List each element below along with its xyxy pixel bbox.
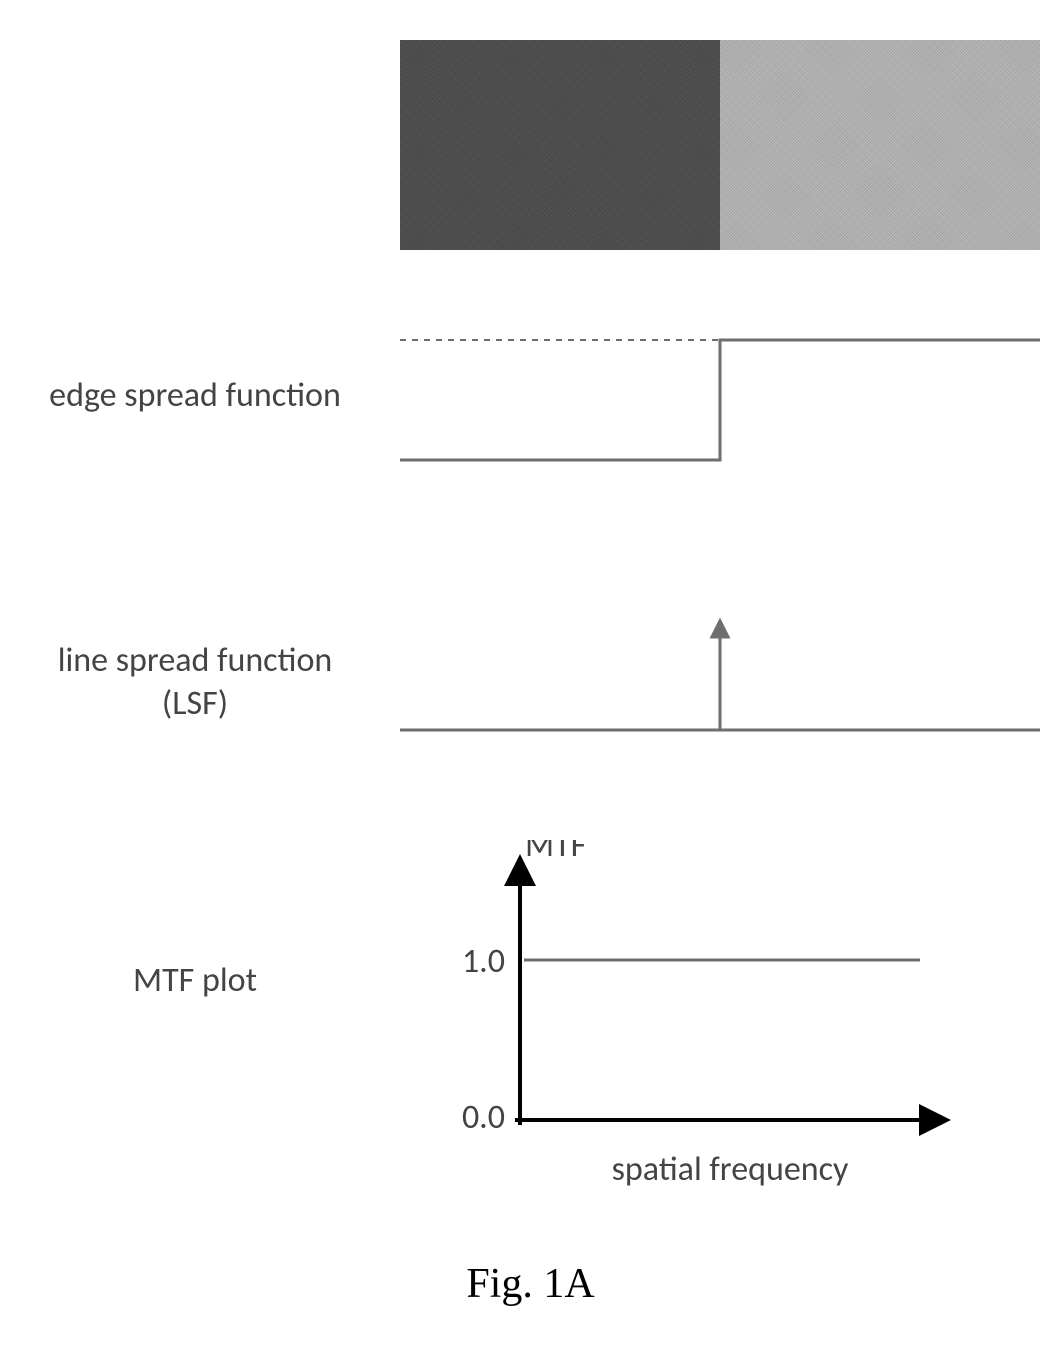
esf-svg: [400, 330, 1040, 500]
figure-page: edge spread function line spread functio…: [0, 0, 1061, 1356]
lsf-label: line spread function (LSF): [0, 640, 390, 725]
esf-step-line: [400, 340, 1040, 460]
mtf-x-axis-title: spatial frequency: [612, 1149, 849, 1190]
esf-label: edge spread function: [0, 375, 390, 418]
lsf-plot: [400, 610, 1040, 750]
figure-caption: Fig. 1A: [0, 1260, 1061, 1308]
edge-image-dark-half: [400, 40, 720, 250]
edge-image-light-half: [720, 40, 1040, 250]
mtf-label: MTF plot: [0, 960, 390, 1003]
mtf-ytick-0: 0.0: [462, 1097, 505, 1138]
mtf-svg: MTF 1.0 0.0 spatial frequency: [400, 840, 980, 1210]
lsf-svg: [400, 610, 1040, 750]
mtf-ytick-1: 1.0: [462, 941, 505, 982]
mtf-y-axis-title: MTF: [525, 840, 586, 866]
mtf-plot: MTF 1.0 0.0 spatial frequency: [400, 840, 980, 1210]
edge-image: [400, 40, 1040, 250]
lsf-label-line2: (LSF): [162, 683, 228, 724]
esf-plot: [400, 330, 1040, 500]
lsf-label-line1: line spread function: [58, 640, 333, 681]
